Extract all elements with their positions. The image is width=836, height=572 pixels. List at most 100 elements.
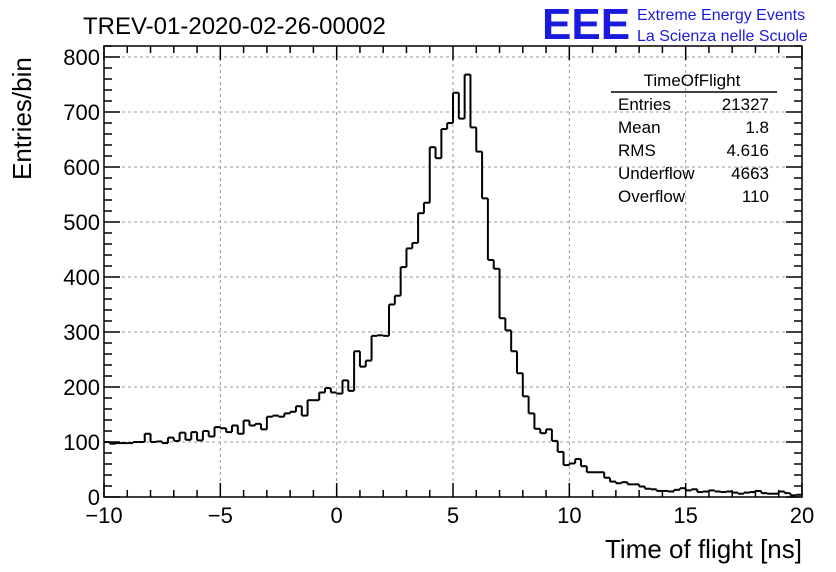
histogram-bin bbox=[475, 127, 483, 153]
histogram-bin bbox=[527, 396, 535, 415]
stats-row-label: Entries bbox=[618, 95, 671, 114]
stats-row-value: 4663 bbox=[731, 164, 769, 183]
stats-row: Underflow 4663 bbox=[618, 164, 769, 183]
x-tick-label: −10 bbox=[85, 503, 122, 528]
histogram-bin bbox=[603, 472, 611, 479]
histogram-bin bbox=[417, 212, 424, 243]
y-tick-labels: 0 100 200 300 400 500 600 700 800 bbox=[63, 45, 100, 510]
histogram-bin bbox=[609, 477, 616, 483]
stats-row: Overflow 110 bbox=[618, 187, 769, 206]
logo-mark: EEE bbox=[542, 0, 630, 49]
stats-row-label: RMS bbox=[618, 141, 656, 160]
x-tick-labels: −10 −5 0 5 10 15 20 bbox=[85, 503, 814, 528]
y-tick-label: 800 bbox=[63, 45, 100, 70]
logo-line1: Extreme Energy Events bbox=[637, 7, 805, 24]
x-tick-label: 0 bbox=[331, 503, 343, 528]
eee-logo: EEE Extreme Energy Events La Scienza nel… bbox=[542, 0, 808, 49]
histogram-bin bbox=[364, 359, 372, 367]
y-tick-label: 300 bbox=[63, 320, 100, 345]
logo-line2: La Scienza nelle Scuole bbox=[637, 28, 808, 45]
histogram-bin bbox=[550, 429, 558, 442]
histogram-bin bbox=[521, 373, 529, 398]
histogram-bin bbox=[370, 334, 378, 361]
histogram-bin bbox=[515, 351, 523, 375]
histogram-bin bbox=[568, 462, 576, 466]
histogram-bin bbox=[149, 433, 157, 443]
y-tick-label: 200 bbox=[63, 375, 100, 400]
stats-box-title: TimeOfFlight bbox=[644, 71, 741, 90]
histogram-bin bbox=[673, 488, 680, 492]
x-axis-title: Time of flight [ns] bbox=[605, 534, 802, 564]
histogram-bin bbox=[411, 241, 419, 249]
stats-rows: Entries 21327 Mean 1.8 RMS 4.616 Underflow 4663… bbox=[618, 95, 769, 206]
histogram-bin bbox=[760, 490, 768, 495]
y-tick-label: 700 bbox=[63, 100, 100, 125]
histogram-bin bbox=[783, 491, 791, 495]
histogram-bin bbox=[289, 410, 296, 414]
y-tick-label: 500 bbox=[63, 210, 100, 235]
histogram-bin bbox=[219, 427, 227, 430]
histogram-bin bbox=[702, 490, 709, 493]
histogram-bin bbox=[562, 451, 570, 467]
stats-row-value: 21327 bbox=[722, 95, 769, 114]
histogram-bin bbox=[388, 303, 395, 336]
stats-row-value: 4.616 bbox=[726, 141, 769, 160]
histogram-bin bbox=[446, 122, 453, 130]
histogram-bin bbox=[393, 294, 401, 305]
y-tick-label: 400 bbox=[63, 265, 100, 290]
histogram-bin bbox=[469, 74, 477, 129]
histogram-bin bbox=[742, 491, 750, 494]
histogram-bin bbox=[399, 266, 407, 296]
histogram-bin bbox=[486, 198, 494, 261]
histogram-bin bbox=[132, 441, 139, 444]
histogram-bin bbox=[556, 440, 564, 453]
histogram-bin bbox=[643, 486, 651, 490]
x-tick-label: −5 bbox=[208, 503, 233, 528]
y-tick-label: 0 bbox=[88, 485, 100, 510]
stats-row-label: Underflow bbox=[618, 164, 695, 183]
histogram-bin bbox=[498, 268, 506, 320]
x-tick-label: 20 bbox=[790, 503, 814, 528]
histogram-bin bbox=[114, 442, 122, 445]
histogram-bin bbox=[655, 489, 663, 492]
histogram bbox=[104, 73, 802, 497]
stats-row-label: Mean bbox=[618, 118, 661, 137]
histogram-bin bbox=[649, 488, 657, 491]
histogram-bin bbox=[579, 459, 587, 468]
stats-row: Mean 1.8 bbox=[618, 118, 769, 137]
y-tick-label: 600 bbox=[63, 155, 100, 180]
histogram-bin bbox=[265, 415, 273, 430]
histogram-bin bbox=[510, 330, 517, 353]
histogram-bin bbox=[283, 412, 291, 417]
stats-row-value: 1.8 bbox=[745, 118, 769, 137]
histogram-bin bbox=[638, 484, 645, 488]
x-tick-label: 15 bbox=[673, 503, 697, 528]
stats-row: RMS 4.616 bbox=[618, 141, 769, 160]
stats-row-value: 110 bbox=[742, 187, 769, 206]
x-tick-label: 5 bbox=[447, 503, 459, 528]
histogram-bin bbox=[318, 391, 326, 401]
histogram-bin bbox=[533, 413, 541, 430]
y-tick-label: 100 bbox=[63, 430, 100, 455]
histogram-bin bbox=[405, 247, 413, 268]
histogram-bin bbox=[713, 490, 721, 493]
histogram-bin bbox=[213, 426, 221, 437]
histogram-bin bbox=[422, 201, 430, 214]
y-axis-title: Entries/bin bbox=[7, 57, 37, 180]
stats-row: Entries 21327 bbox=[618, 95, 769, 114]
histogram-bin bbox=[748, 491, 756, 494]
histogram-bin bbox=[585, 466, 593, 474]
axes bbox=[103, 45, 803, 498]
histogram-bin bbox=[306, 399, 314, 416]
chart-title: TREV-01-2020-02-26-00002 bbox=[83, 13, 386, 40]
histogram-bin bbox=[481, 151, 488, 200]
histogram-bin bbox=[440, 128, 448, 159]
histogram-bin bbox=[504, 318, 512, 332]
histogram-bin bbox=[626, 482, 634, 486]
histogram-bin bbox=[731, 491, 739, 494]
x-tick-label: 10 bbox=[557, 503, 581, 528]
histogram-bin bbox=[329, 388, 337, 394]
stats-box: TimeOfFlight Entries 21327 Mean 1.8 RMS 4.616… bbox=[611, 71, 777, 206]
histogram-bin bbox=[492, 259, 500, 270]
